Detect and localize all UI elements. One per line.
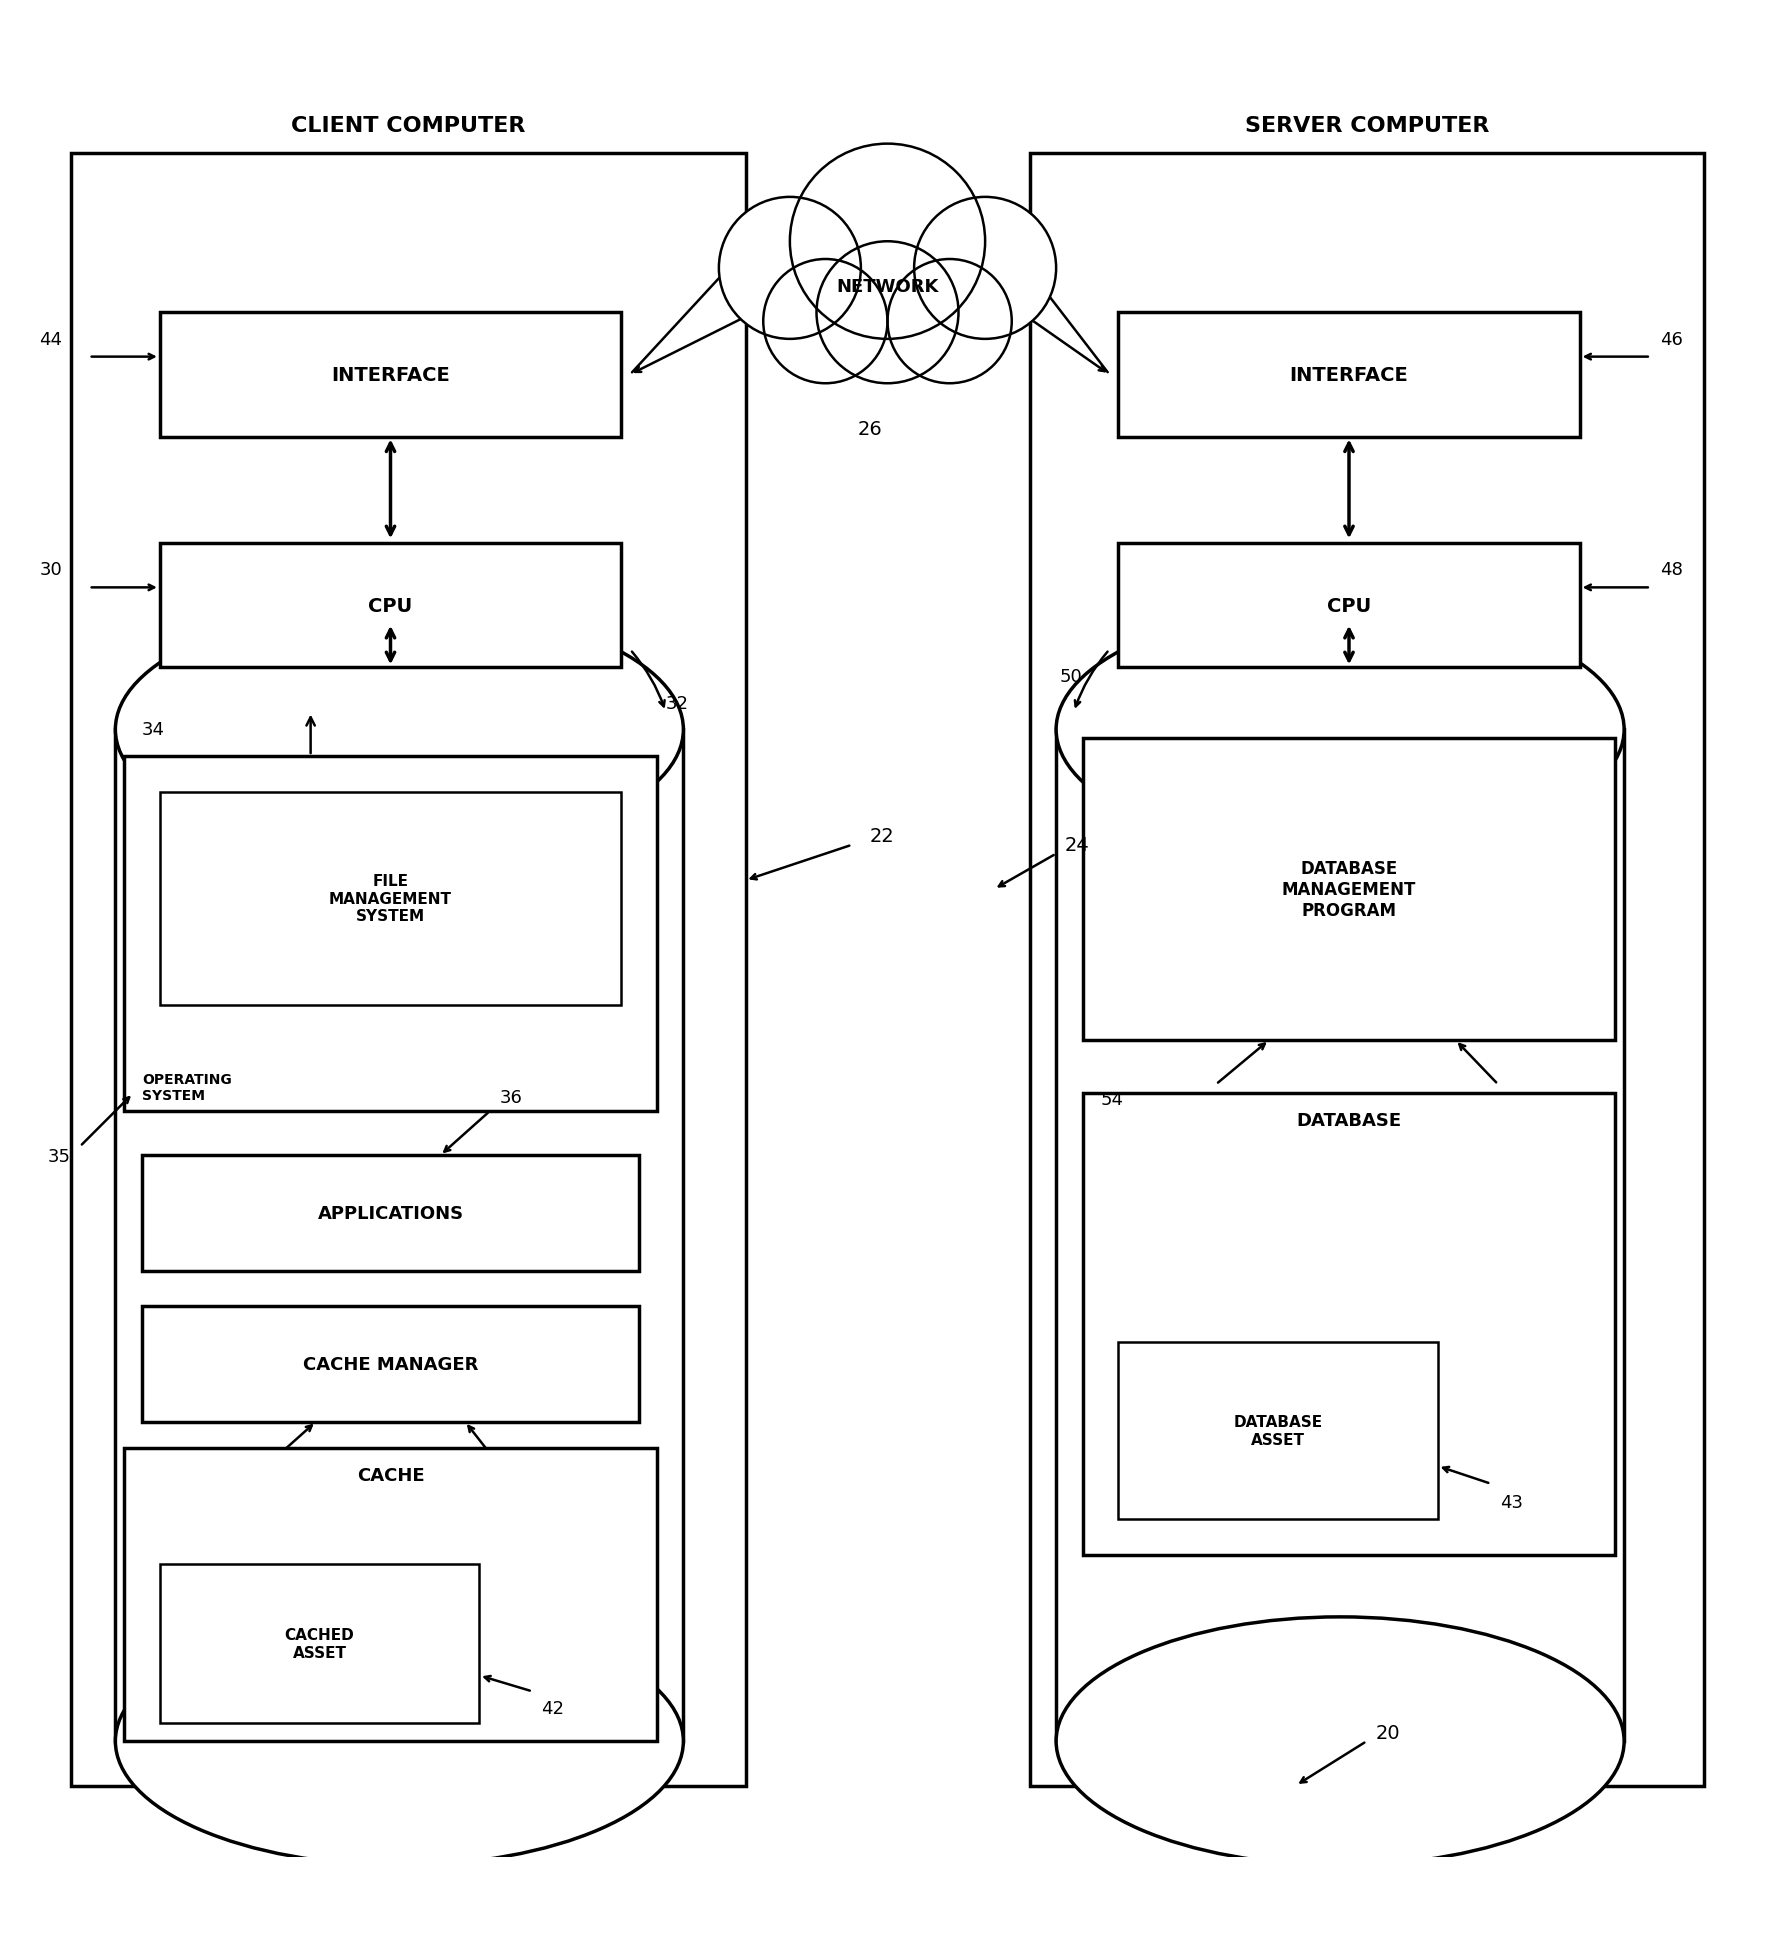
- Text: 36: 36: [501, 1088, 522, 1105]
- Text: 20: 20: [1376, 1724, 1400, 1741]
- Text: 24: 24: [1065, 836, 1090, 855]
- FancyBboxPatch shape: [160, 312, 621, 438]
- Text: 54: 54: [1100, 1090, 1124, 1107]
- Text: CPU: CPU: [1328, 597, 1370, 615]
- FancyBboxPatch shape: [124, 1448, 657, 1741]
- FancyBboxPatch shape: [1030, 153, 1704, 1786]
- Text: 44: 44: [39, 330, 62, 349]
- FancyBboxPatch shape: [160, 543, 621, 667]
- Text: 32: 32: [666, 694, 689, 712]
- FancyBboxPatch shape: [1083, 739, 1615, 1041]
- Ellipse shape: [1056, 605, 1624, 855]
- Text: 48: 48: [1660, 560, 1683, 580]
- Text: CLIENT COMPUTER: CLIENT COMPUTER: [291, 116, 525, 136]
- Text: 50: 50: [1060, 667, 1083, 686]
- Text: OPERATING
SYSTEM: OPERATING SYSTEM: [142, 1072, 233, 1103]
- Ellipse shape: [115, 605, 683, 855]
- Text: 40: 40: [160, 1472, 183, 1489]
- Text: 35: 35: [48, 1146, 71, 1165]
- FancyBboxPatch shape: [160, 1565, 479, 1724]
- Text: CPU: CPU: [369, 597, 412, 615]
- FancyBboxPatch shape: [124, 756, 657, 1111]
- Text: 46: 46: [1660, 330, 1683, 349]
- Text: 42: 42: [541, 1701, 564, 1718]
- Text: APPLICATIONS: APPLICATIONS: [318, 1204, 463, 1222]
- Circle shape: [888, 260, 1012, 384]
- Ellipse shape: [115, 1617, 683, 1865]
- Text: INTERFACE: INTERFACE: [332, 366, 449, 384]
- Text: 26: 26: [857, 419, 882, 438]
- Text: 38: 38: [490, 1472, 513, 1489]
- Circle shape: [914, 198, 1056, 339]
- Text: CACHE MANAGER: CACHE MANAGER: [304, 1355, 477, 1373]
- Text: DATABASE
ASSET: DATABASE ASSET: [1234, 1415, 1322, 1446]
- Text: 22: 22: [870, 826, 895, 845]
- FancyBboxPatch shape: [142, 1307, 639, 1421]
- Circle shape: [816, 242, 958, 384]
- Text: DATABASE: DATABASE: [1296, 1111, 1402, 1128]
- Circle shape: [790, 145, 985, 339]
- Text: 34: 34: [142, 721, 165, 739]
- Circle shape: [719, 198, 861, 339]
- Text: CACHE: CACHE: [357, 1466, 424, 1483]
- FancyBboxPatch shape: [1056, 729, 1624, 1741]
- Text: DATABASE
MANAGEMENT
PROGRAM: DATABASE MANAGEMENT PROGRAM: [1282, 859, 1416, 919]
- Text: CACHED
ASSET: CACHED ASSET: [284, 1627, 355, 1660]
- Text: 30: 30: [39, 560, 62, 580]
- Ellipse shape: [1056, 1617, 1624, 1865]
- FancyBboxPatch shape: [142, 1156, 639, 1272]
- FancyBboxPatch shape: [115, 729, 683, 1741]
- Text: NETWORK: NETWORK: [836, 277, 939, 295]
- Text: INTERFACE: INTERFACE: [1290, 366, 1408, 384]
- FancyBboxPatch shape: [160, 793, 621, 1004]
- Text: FILE
MANAGEMENT
SYSTEM: FILE MANAGEMENT SYSTEM: [328, 874, 453, 923]
- Circle shape: [763, 260, 888, 384]
- FancyBboxPatch shape: [71, 153, 746, 1786]
- Text: COMPUTER
READABLE MEMORY: COMPUTER READABLE MEMORY: [298, 801, 501, 840]
- Text: COMPUTER
READABLE MEMORY: COMPUTER READABLE MEMORY: [1239, 801, 1441, 840]
- Text: 43: 43: [1500, 1493, 1523, 1510]
- FancyBboxPatch shape: [1083, 1094, 1615, 1555]
- FancyBboxPatch shape: [1118, 1342, 1438, 1520]
- Text: 52: 52: [1487, 1090, 1511, 1107]
- FancyBboxPatch shape: [1118, 543, 1580, 667]
- Text: SERVER COMPUTER: SERVER COMPUTER: [1244, 116, 1489, 136]
- FancyBboxPatch shape: [1118, 312, 1580, 438]
